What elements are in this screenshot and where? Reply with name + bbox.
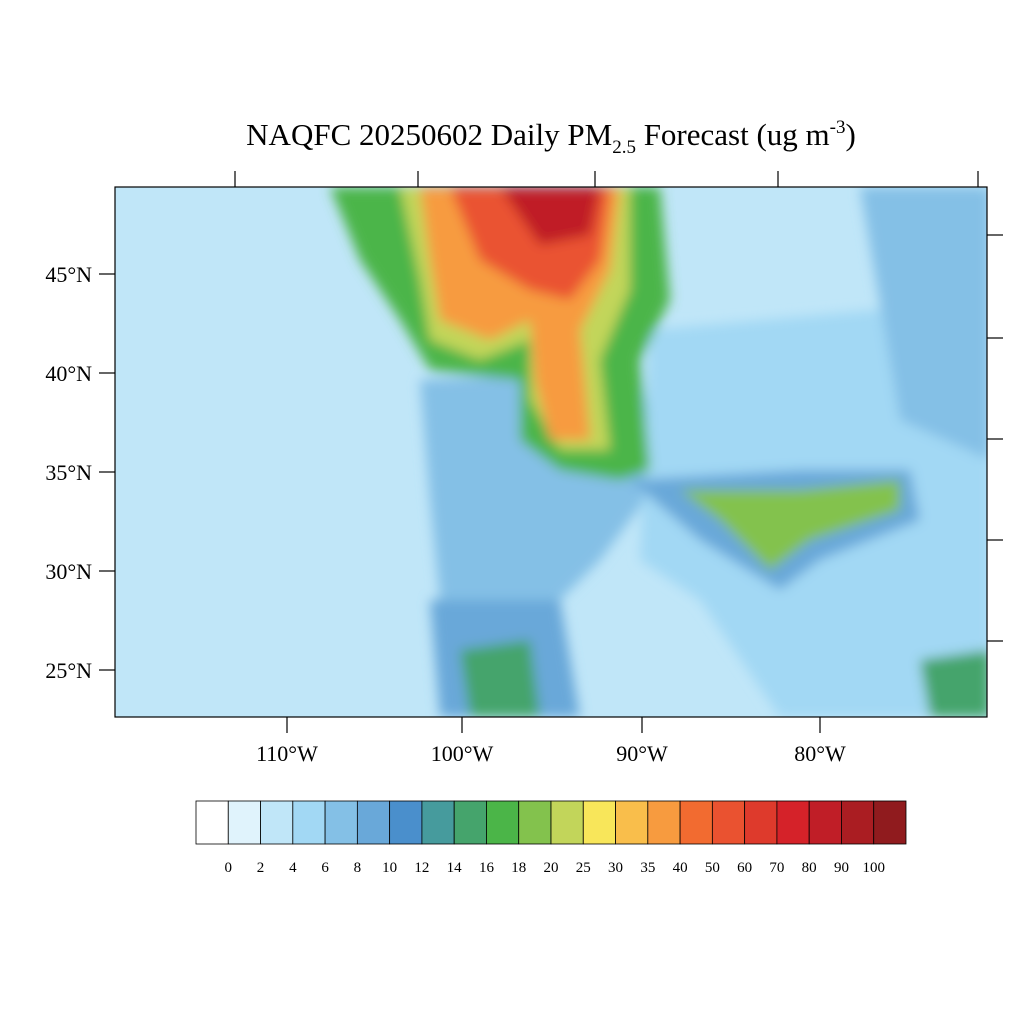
lat-label: 30°N [45,559,92,584]
colorbar-label: 8 [354,860,362,876]
colorbar-label: 12 [414,860,429,876]
title-end: ) [845,117,855,152]
lon-label: 100°W [431,741,494,766]
colorbar-label: 50 [705,860,720,876]
colorbar-label: 2 [257,860,265,876]
colorbar-label: 10 [382,860,397,876]
colorbar-box [227,800,261,845]
colorbar-label: 90 [834,860,849,876]
colorbar-box [421,800,455,845]
colorbar-box [486,800,520,845]
colorbar-label: 70 [769,860,784,876]
colorbar-label: 30 [608,860,623,876]
title-sup: -3 [830,117,846,138]
title-main: NAQFC 20250602 Daily PM [246,117,612,152]
title: NAQFC 20250602 Daily PM2.5 Forecast (ug … [246,117,856,158]
lat-label: 35°N [45,460,92,485]
lat-label: 25°N [45,658,92,683]
colorbar-label: 40 [673,860,688,876]
colorbar-label: 16 [479,860,495,876]
title-sub: 2.5 [612,137,636,158]
colorbar-box [744,800,778,845]
colorbar-label: 25 [576,860,591,876]
colorbar-box [679,800,713,845]
colorbar-box [195,800,229,845]
colorbar-box [518,800,552,845]
colorbar-box [550,800,584,845]
colorbar-label: 80 [802,860,817,876]
colorbar-box [582,800,616,845]
colorbar-box [324,800,358,845]
colorbar-label: 100 [862,860,885,876]
colorbar-label: 18 [511,860,526,876]
title-mid: Forecast (ug m [636,117,830,152]
map-frame [114,186,988,718]
colorbar-label: 20 [544,860,559,876]
colorbar-label: 4 [289,860,297,876]
colorbar-box [389,800,423,845]
colorbar-box [356,800,391,845]
colorbar-box [647,800,681,845]
map-field [115,187,987,717]
colorbar-label: 14 [447,860,463,876]
lat-label: 40°N [45,361,92,386]
colorbar-box [260,800,294,845]
tick-marks [99,171,1003,733]
lon-label: 90°W [616,741,668,766]
colorbar-label: 0 [225,860,233,876]
colorbar-label: 6 [321,860,329,876]
colorbar-box [292,800,326,845]
lon-label: 110°W [256,741,318,766]
colorbar-box [776,800,810,845]
colorbar-box [841,800,875,845]
lat-label: 45°N [45,262,92,287]
colorbar-box [711,800,746,845]
colorbar-label: 35 [640,860,655,876]
colorbar-box [873,800,907,845]
colorbar-box [808,800,842,845]
colorbar-box [453,800,487,845]
colorbar-box [615,800,649,845]
colorbar-label: 60 [737,860,752,876]
lon-label: 80°W [794,741,846,766]
